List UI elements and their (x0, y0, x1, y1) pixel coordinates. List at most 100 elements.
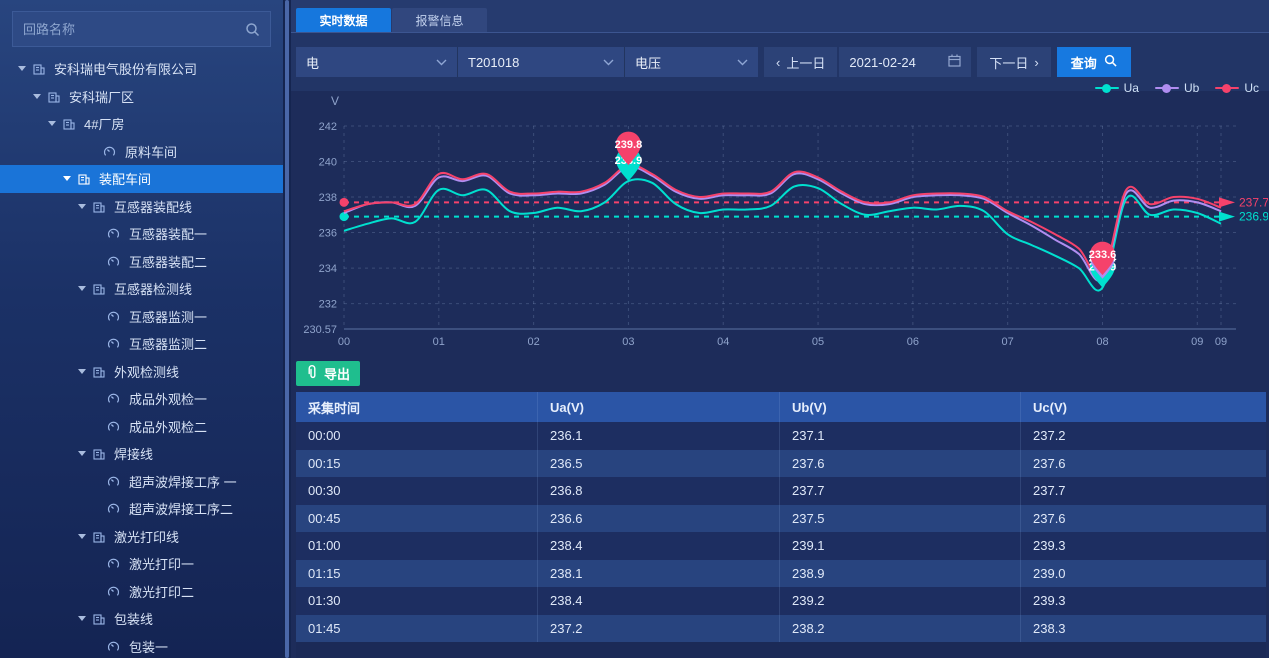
magnifier-icon (1104, 54, 1117, 70)
table-cell: 237.5 (780, 504, 1021, 532)
query-button[interactable]: 查询 (1056, 47, 1131, 77)
caret-down-icon[interactable] (72, 533, 92, 539)
search-input[interactable] (23, 21, 245, 37)
meter-icon (107, 310, 123, 323)
tree-item-node[interactable]: 安科瑞电气股份有限公司 (0, 55, 283, 83)
device-tree: 安科瑞电气股份有限公司 安科瑞厂区 4#厂房原料车间 装配车间 互感器装配线 互感器装配一… (0, 55, 283, 658)
chevron-left-icon: ‹ (776, 54, 781, 70)
caret-down-icon[interactable] (12, 66, 32, 72)
tree-item-meter[interactable]: 互感器监测一 (0, 303, 283, 331)
tree-item-meter[interactable]: 互感器装配一 (0, 220, 283, 248)
table-row[interactable]: 01:15 238.1 238.9 239.0 (296, 559, 1266, 587)
tree-item-meter[interactable]: 成品外观检二 (0, 413, 283, 441)
table-row[interactable]: 00:30 236.8 237.7 237.7 (296, 477, 1266, 505)
tree-item-node[interactable]: 外观检测线 (0, 358, 283, 386)
sidebar-scrollbar[interactable] (283, 0, 291, 658)
legend-item-Ub[interactable]: Ub (1154, 81, 1200, 95)
tree-item-node[interactable]: 安科瑞厂区 (0, 83, 283, 111)
tree-item-meter[interactable]: 成品外观检一 (0, 385, 283, 413)
caret-down-icon[interactable] (72, 616, 92, 622)
paperclip-icon (306, 364, 318, 382)
next-day-label: 下一日 (989, 55, 1029, 71)
tree-item-label: 包装一 (129, 639, 169, 655)
caret-down-icon[interactable] (57, 176, 77, 182)
table-cell: 238.3 (1033, 620, 1066, 636)
tree-item-node[interactable]: 激光打印线 (0, 523, 283, 551)
tree-item-meter[interactable]: 超声波焊接工序二 (0, 495, 283, 523)
legend-item-Ua[interactable]: Ua (1094, 81, 1139, 95)
table-row[interactable]: 01:45 237.2 238.2 238.3 (296, 614, 1266, 642)
date-input[interactable]: 2021-02-24 (839, 47, 972, 77)
tree-item-label: 4#厂房 (84, 117, 125, 133)
scrollbar-thumb[interactable] (285, 0, 289, 658)
tree-item-node[interactable]: 互感器检测线 (0, 275, 283, 303)
table-row[interactable]: 00:45 236.6 237.5 237.6 (296, 504, 1266, 532)
tab-1[interactable]: 报警信息 (392, 8, 487, 32)
table-cell: 01:15 (296, 559, 538, 587)
select-value: T201018 (468, 54, 520, 70)
table-row[interactable]: 00:00 236.1 237.1 237.2 (296, 422, 1266, 450)
select-value: 电压 (635, 55, 662, 71)
filter-select-0[interactable]: 电 (296, 47, 458, 77)
caret-down-icon[interactable] (72, 451, 92, 457)
tree-item-node[interactable]: 4#厂房 (0, 110, 283, 138)
building-icon (47, 90, 63, 103)
tree-item-meter[interactable]: 互感器装配二 (0, 248, 283, 276)
filter-select-2[interactable]: 电压 (625, 47, 758, 77)
table-cell: 239.2 (780, 587, 1021, 615)
chevron-right-icon: › (1034, 54, 1039, 70)
tab-0[interactable]: 实时数据 (296, 8, 391, 32)
tree-item-meter[interactable]: 激光打印一 (0, 550, 283, 578)
chevron-down-icon (737, 59, 748, 66)
tree-item-label: 互感器检测线 (114, 282, 193, 298)
export-button[interactable]: 导出 (296, 360, 361, 386)
legend-label: Ub (1183, 81, 1200, 95)
select-value: 电 (306, 55, 320, 71)
meter-icon (107, 585, 123, 598)
x-tick-label: 08 (1096, 336, 1108, 348)
marker-max-Uc (615, 131, 641, 166)
x-tick-label: 05 (812, 336, 824, 348)
tree-item-node[interactable]: 包装线 (0, 605, 283, 633)
caret-down-icon[interactable] (72, 368, 92, 374)
building-icon (92, 530, 108, 543)
table-row[interactable]: 01:30 238.4 239.2 239.3 (296, 587, 1266, 615)
tree-item-node[interactable]: 装配车间 (0, 165, 283, 193)
tree-item-meter[interactable]: 互感器监测二 (0, 330, 283, 358)
circuit-search-box[interactable] (12, 11, 271, 47)
caret-down-icon[interactable] (72, 203, 92, 209)
tab-bar: 实时数据 报警信息 (291, 0, 1269, 33)
tree-item-meter[interactable]: 包装一 (0, 633, 283, 658)
tree-item-node[interactable]: 焊接线 (0, 440, 283, 468)
y-axis-unit: V (331, 94, 339, 108)
building-icon (62, 117, 78, 130)
x-tick-label: 09 (1191, 336, 1203, 348)
search-icon[interactable] (245, 22, 260, 37)
chevron-down-icon (603, 59, 614, 66)
tree-item-meter[interactable]: 超声波焊接工序 一 (0, 468, 283, 496)
table-header-row: 采集时间 Ua(V) Ub(V) Uc(V) (296, 392, 1266, 422)
tree-item-label: 包装线 (114, 612, 154, 628)
tree-item-meter[interactable]: 原料车间 (0, 138, 283, 166)
next-day-button[interactable]: 下一日 › (977, 47, 1051, 77)
table-header-cell: 采集时间 (296, 392, 538, 422)
x-tick-label: 02 (527, 336, 539, 348)
caret-down-icon[interactable] (42, 121, 62, 127)
tree-item-node[interactable]: 互感器装配线 (0, 193, 283, 221)
caret-down-icon[interactable] (72, 286, 92, 292)
prev-day-button[interactable]: ‹ 上一日 (764, 47, 838, 77)
tree-item-label: 焊接线 (114, 447, 154, 463)
table-row[interactable]: 00:15 236.5 237.6 237.6 (296, 449, 1266, 477)
table-row[interactable]: 01:00 238.4 239.1 239.3 (296, 532, 1266, 560)
table-row-partial (296, 642, 1266, 658)
caret-down-icon[interactable] (27, 93, 47, 99)
legend-item-Uc[interactable]: Uc (1215, 81, 1259, 95)
filter-bar: 电 T201018 电压 ‹ 上一日 2021-02-24 下一日 › 查询 (291, 33, 1269, 91)
tree-item-meter[interactable]: 激光打印二 (0, 578, 283, 606)
avg-start-dot-Ua (339, 212, 349, 222)
filter-select-1[interactable]: T201018 (458, 47, 625, 77)
y-tick-label: 242 (319, 121, 337, 133)
marker-min-Uc-label: 233.6 (1089, 249, 1117, 261)
legend-label: Ua (1123, 81, 1139, 95)
